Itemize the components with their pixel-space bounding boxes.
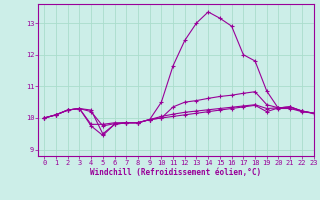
X-axis label: Windchill (Refroidissement éolien,°C): Windchill (Refroidissement éolien,°C)	[91, 168, 261, 177]
